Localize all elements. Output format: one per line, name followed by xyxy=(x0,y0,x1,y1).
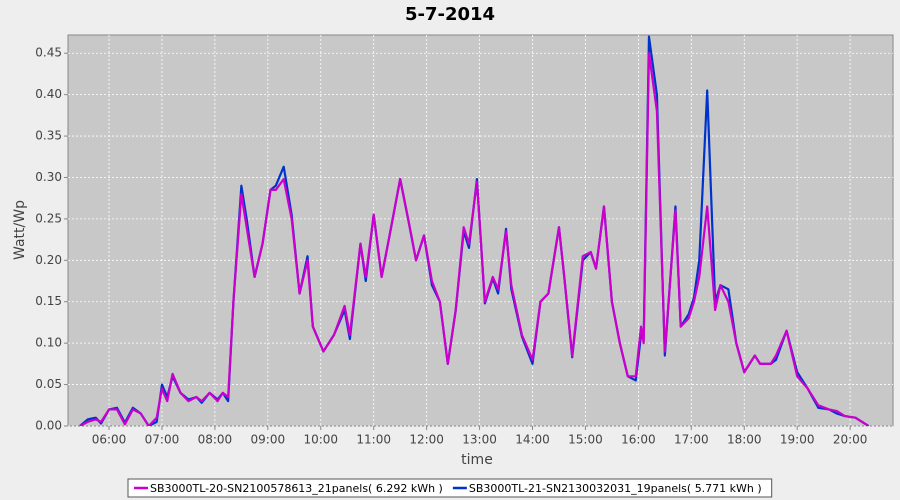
y-tick-label: 0.40 xyxy=(35,87,62,101)
x-tick-label: 20:00 xyxy=(833,433,868,447)
y-tick-label: 0.15 xyxy=(35,294,62,308)
x-tick-label: 11:00 xyxy=(356,433,391,447)
x-tick-label: 14:00 xyxy=(515,433,550,447)
y-tick-label: 0.25 xyxy=(35,211,62,225)
y-tick-label: 0.10 xyxy=(35,336,62,350)
x-tick-label: 10:00 xyxy=(303,433,338,447)
x-tick-label: 17:00 xyxy=(674,433,709,447)
x-tick-label: 19:00 xyxy=(780,433,815,447)
x-tick-label: 18:00 xyxy=(727,433,762,447)
x-tick-label: 07:00 xyxy=(145,433,180,447)
legend-label: SB3000TL-20-SN2100578613_21panels( 6.292… xyxy=(150,482,443,495)
y-tick-label: 0.45 xyxy=(35,46,62,60)
y-tick-label: 0.30 xyxy=(35,170,62,184)
legend-label: SB3000TL-21-SN2130032031_19panels( 5.771… xyxy=(469,482,762,495)
legend-box xyxy=(127,478,773,498)
x-tick-label: 12:00 xyxy=(409,433,444,447)
x-tick-label: 16:00 xyxy=(621,433,656,447)
series-line xyxy=(79,52,870,426)
x-tick-label: 13:00 xyxy=(462,433,497,447)
y-tick-label: 0.05 xyxy=(35,377,62,391)
chart-title: 5-7-2014 xyxy=(405,4,495,25)
x-tick-label: 09:00 xyxy=(251,433,286,447)
y-axis-label: Watt/Wp xyxy=(12,200,28,260)
y-tick-label: 0.35 xyxy=(35,129,62,143)
x-tick-label: 15:00 xyxy=(568,433,603,447)
y-tick-label: 0.00 xyxy=(35,419,62,433)
x-tick-label: 06:00 xyxy=(92,433,127,447)
x-axis-label: time xyxy=(461,452,493,468)
x-tick-label: 08:00 xyxy=(198,433,233,447)
y-tick-label: 0.20 xyxy=(35,253,62,267)
